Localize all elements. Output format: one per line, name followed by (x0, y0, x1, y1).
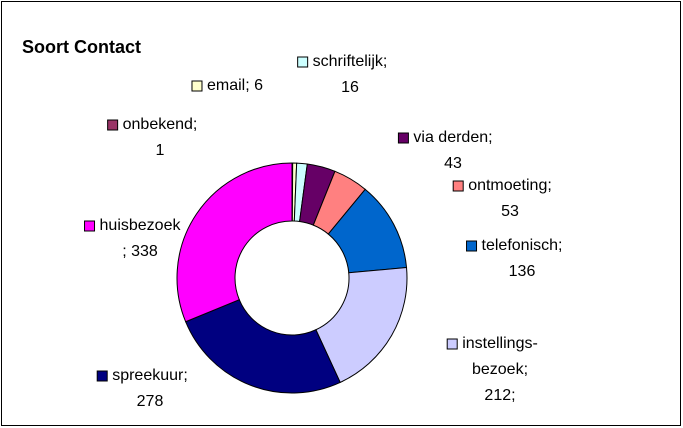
legend-key (107, 119, 119, 131)
legend-key (191, 80, 203, 92)
data-label: spreekuur; 278 (112, 367, 188, 410)
legend-key (84, 220, 96, 232)
slice (184, 299, 341, 394)
data-label: ontmoeting; 53 (468, 177, 552, 220)
data-label: telefonisch; 136 (482, 237, 563, 280)
legend-key (452, 180, 464, 192)
slice (176, 162, 293, 323)
data-label: email; 6 (207, 77, 263, 94)
data-label: instellings-bezoek; 212; (462, 335, 538, 404)
legend-key (466, 240, 478, 252)
data-label: onbekend; 1 (123, 116, 198, 159)
legend-key (297, 56, 309, 68)
legend-key (446, 338, 458, 350)
chart-title: Soort Contact (22, 37, 141, 57)
legend-key (397, 132, 409, 144)
data-label: schriftelijk; 16 (313, 53, 388, 96)
data-label: via derden; 43 (413, 129, 492, 172)
legend-key (96, 370, 108, 382)
data-label: huisbezoek; 338 (100, 217, 182, 260)
